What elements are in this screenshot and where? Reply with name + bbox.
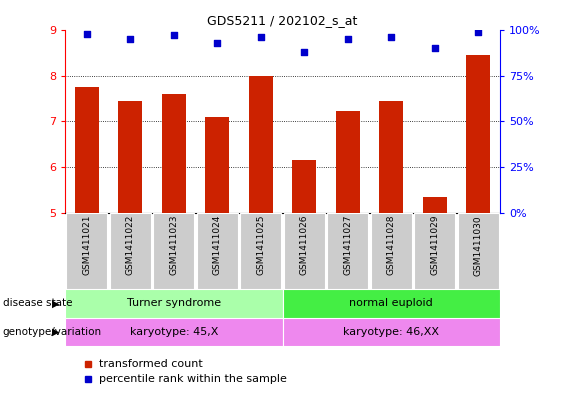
Bar: [66, 213, 107, 289]
Text: Turner syndrome: Turner syndrome: [127, 298, 221, 309]
Text: GSM1411028: GSM1411028: [387, 215, 396, 275]
Point: [299, 49, 308, 55]
Point: [82, 30, 92, 37]
Text: GSM1411024: GSM1411024: [213, 215, 221, 275]
Bar: [65, 289, 282, 318]
Text: GSM1411023: GSM1411023: [170, 215, 178, 275]
Text: disease state: disease state: [3, 298, 72, 309]
Point: [212, 40, 221, 46]
Point: [257, 34, 266, 40]
Text: ▶: ▶: [52, 298, 59, 309]
Bar: [162, 94, 186, 213]
Point: [431, 45, 440, 51]
Text: GSM1411025: GSM1411025: [257, 215, 265, 275]
Point: [126, 36, 135, 42]
Bar: [371, 213, 412, 289]
Text: genotype/variation: genotype/variation: [3, 327, 102, 337]
Bar: [240, 213, 281, 289]
Bar: [65, 318, 282, 346]
Bar: [197, 213, 238, 289]
Bar: [118, 101, 142, 213]
Bar: [282, 318, 500, 346]
Text: GSM1411030: GSM1411030: [474, 215, 483, 275]
Bar: [292, 160, 316, 213]
Point: [343, 36, 353, 42]
Bar: [414, 213, 455, 289]
Bar: [249, 77, 273, 213]
Text: GSM1411021: GSM1411021: [82, 215, 91, 275]
Text: GSM1411027: GSM1411027: [344, 215, 352, 275]
Bar: [327, 213, 368, 289]
Text: karyotype: 45,X: karyotype: 45,X: [129, 327, 218, 337]
Text: ▶: ▶: [52, 327, 59, 337]
Text: normal euploid: normal euploid: [349, 298, 433, 309]
Text: karyotype: 46,XX: karyotype: 46,XX: [344, 327, 439, 337]
Text: GSM1411029: GSM1411029: [431, 215, 439, 275]
Bar: [110, 213, 151, 289]
Bar: [379, 101, 403, 213]
Bar: [458, 213, 499, 289]
Text: percentile rank within the sample: percentile rank within the sample: [99, 374, 287, 384]
Point: [473, 29, 483, 35]
Text: GSM1411026: GSM1411026: [300, 215, 308, 275]
Point: [170, 32, 179, 39]
Bar: [336, 111, 360, 213]
Bar: [282, 289, 500, 318]
Text: transformed count: transformed count: [99, 358, 203, 369]
Bar: [284, 213, 325, 289]
Text: GSM1411022: GSM1411022: [126, 215, 134, 275]
Bar: [423, 196, 447, 213]
Bar: [466, 55, 490, 213]
Point: [386, 34, 396, 40]
Bar: [205, 117, 229, 213]
Bar: [153, 213, 194, 289]
Bar: [75, 87, 99, 213]
Title: GDS5211 / 202102_s_at: GDS5211 / 202102_s_at: [207, 14, 358, 27]
